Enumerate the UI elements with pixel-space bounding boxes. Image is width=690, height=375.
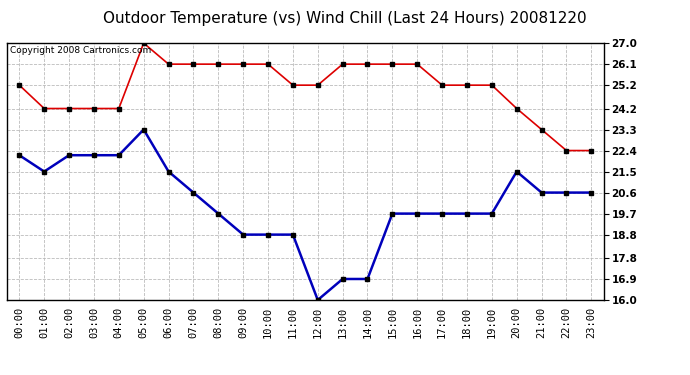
Text: Outdoor Temperature (vs) Wind Chill (Last 24 Hours) 20081220: Outdoor Temperature (vs) Wind Chill (Las… — [104, 11, 586, 26]
Text: Copyright 2008 Cartronics.com: Copyright 2008 Cartronics.com — [10, 46, 151, 55]
